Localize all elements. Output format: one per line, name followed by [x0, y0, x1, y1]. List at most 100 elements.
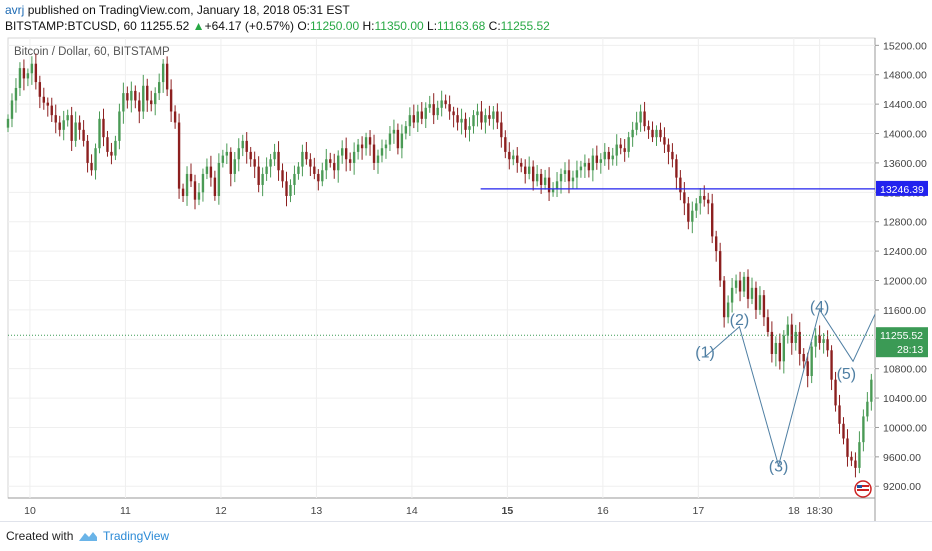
time-tick-label: 11: [120, 505, 131, 517]
wave-label: (2): [730, 312, 750, 329]
candle-up: [388, 133, 392, 145]
candle-down: [106, 137, 109, 152]
candle-up: [225, 151, 229, 156]
candle-up: [217, 162, 221, 196]
candle-up: [611, 155, 614, 160]
candle-up: [74, 122, 77, 141]
candle-up: [870, 379, 873, 402]
candle-up: [293, 173, 296, 185]
candle-up: [364, 137, 368, 149]
candle-up: [197, 192, 201, 200]
candle-up: [810, 346, 813, 377]
candle-down: [806, 361, 809, 377]
candle-down: [778, 342, 782, 362]
candle-up: [734, 280, 738, 288]
candle-up: [730, 287, 734, 303]
last-price-label: 11255.52: [880, 330, 923, 342]
candle-down: [46, 102, 49, 106]
candle-down: [619, 144, 622, 149]
candle-up: [627, 137, 630, 152]
candle-down: [567, 170, 571, 182]
candle-down: [70, 115, 73, 141]
candle-up: [575, 170, 579, 178]
candle-up: [655, 129, 658, 138]
candle-down: [754, 287, 758, 310]
candle-up: [822, 339, 825, 343]
candle-down: [802, 353, 805, 362]
event-icon-stripe: [857, 485, 869, 487]
wave-label: (4): [810, 299, 830, 316]
candle-up: [14, 87, 18, 101]
candle-up: [26, 73, 30, 79]
time-tick-label: 18:30: [806, 505, 832, 517]
time-tick-label: 17: [693, 505, 705, 517]
candle-up: [233, 159, 236, 174]
candle-down: [496, 111, 499, 123]
candle-up: [392, 129, 396, 134]
candle-up: [98, 118, 101, 149]
price-tick-label: 14000.00: [883, 129, 927, 141]
candle-up: [130, 90, 133, 101]
candle-down: [524, 166, 527, 174]
candle-down: [738, 280, 742, 292]
candle-up: [416, 111, 419, 123]
price-tick-label: 12400.00: [883, 246, 927, 258]
candle-down: [539, 173, 543, 185]
candle-up: [571, 177, 575, 182]
candle-down: [707, 199, 710, 204]
price-tick-label: 12800.00: [883, 217, 927, 229]
tradingview-brand[interactable]: TradingView: [103, 529, 170, 543]
last-price-badge: [876, 327, 928, 358]
candle-up: [535, 173, 539, 182]
publish-info: avrj published on TradingView.com, Janua…: [5, 3, 932, 17]
candle-up: [559, 173, 563, 182]
candle-down: [444, 100, 447, 105]
candle-down: [846, 438, 849, 457]
candle-up: [297, 166, 300, 174]
countdown-label: 28:13: [897, 344, 923, 356]
candle-up: [631, 129, 634, 138]
candle-down: [516, 155, 519, 163]
wave-path: [704, 308, 876, 468]
candle-up: [750, 287, 754, 299]
event-icon-canton: [857, 485, 862, 488]
candle-down: [146, 85, 149, 101]
candle-down: [309, 159, 312, 167]
candle-up: [10, 100, 14, 119]
candle-up: [436, 107, 439, 116]
author-link[interactable]: avrj: [5, 3, 25, 17]
candle-down: [313, 166, 316, 174]
candle-up: [551, 188, 555, 193]
candle-up: [205, 166, 209, 174]
candle-down: [766, 317, 770, 332]
last-price: 11255.52: [140, 19, 190, 33]
candle-down: [50, 105, 53, 116]
candle-up: [185, 173, 189, 196]
candle-down: [360, 144, 364, 149]
candle-up: [794, 331, 797, 343]
candle-up: [603, 151, 606, 160]
price-chart[interactable]: 9200.00 9600.00 10000.00 10400.00 10800.00 11…: [0, 0, 932, 521]
candle-up: [30, 63, 34, 74]
candle-up: [321, 170, 324, 182]
candle-down: [245, 140, 248, 152]
candle-down: [675, 159, 678, 178]
price-tick-label: 10400.00: [883, 393, 927, 405]
symbol-label[interactable]: BITSTAMP:BTCUSD, 60: [5, 19, 137, 33]
candle-up: [583, 162, 587, 167]
candle-down: [169, 89, 173, 112]
symbol-info-bar: BITSTAMP:BTCUSD, 60 11255.52 ▲+64.17 (+0…: [5, 19, 932, 33]
candle-up: [639, 111, 642, 123]
candle-down: [504, 137, 507, 152]
candle-up: [325, 159, 328, 171]
candle-up: [142, 85, 145, 112]
candle-down: [671, 151, 674, 160]
price-tick-label: 9200.00: [883, 481, 921, 493]
candle-up: [858, 442, 861, 468]
price-tick-label: 10000.00: [883, 422, 927, 434]
candle-up: [440, 100, 443, 108]
candle-up: [261, 173, 264, 185]
candle-up: [814, 335, 817, 347]
candle-up: [695, 203, 698, 211]
price-tick-label: 14400.00: [883, 99, 927, 111]
